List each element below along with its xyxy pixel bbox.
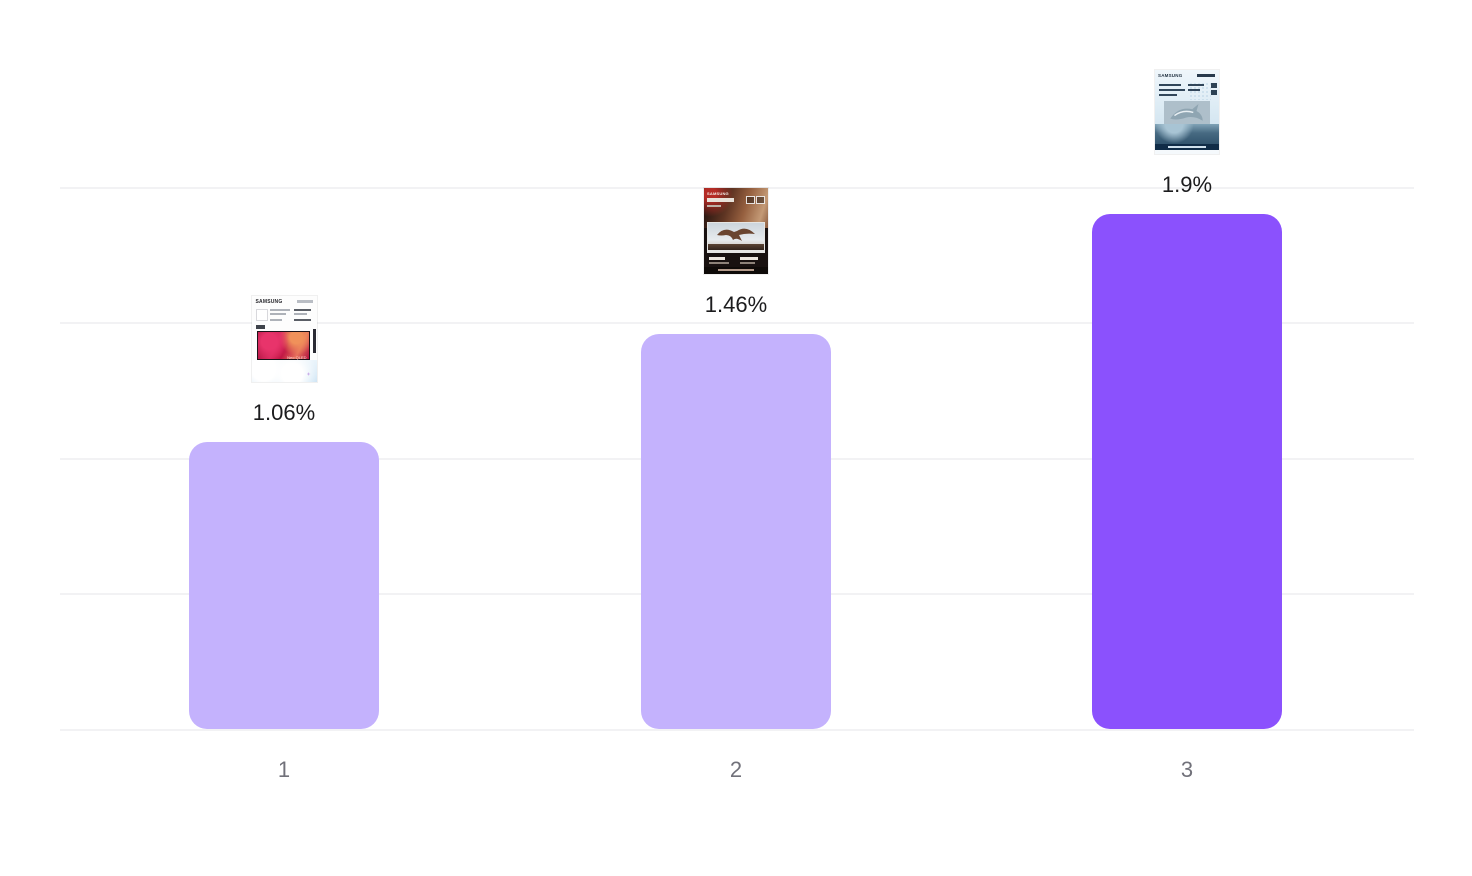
value-label-3: 1.9%: [1161, 172, 1213, 197]
thumb2-footer-banner: [704, 267, 768, 274]
tv-image: [707, 222, 765, 253]
sparkle-icon: [306, 372, 311, 376]
whale-icon: [1170, 104, 1203, 121]
thumb1-header-text: [296, 300, 313, 303]
samsung-logo: SAMSUNG: [255, 299, 283, 305]
thumb3-footer-banner: [1155, 144, 1219, 150]
bar-1[interactable]: [189, 442, 379, 729]
bar-3[interactable]: [1092, 214, 1282, 729]
tv-image: Neo QLED: [256, 331, 310, 362]
bar-group-1: SAMSUNG Neo QLED 1.06%: [189, 296, 379, 729]
creative-thumbnail-1[interactable]: SAMSUNG Neo QLED: [251, 296, 317, 382]
bar-2[interactable]: [641, 334, 831, 729]
thumb2-title-text: [707, 198, 734, 202]
cloud-decor: [251, 360, 317, 382]
bar-group-2: SAMSUNG 1.46%: [641, 188, 831, 729]
neo-qled-badge: Neo QLED: [287, 355, 307, 360]
x-tick-label-1: 1: [277, 757, 291, 782]
value-label-2: 1.46%: [704, 292, 768, 317]
x-tick-label-2: 2: [729, 757, 743, 782]
thumb3-chip: [1211, 90, 1217, 95]
thumb2-size-chip: [756, 196, 765, 204]
eagle-hero-background: [704, 188, 768, 228]
samsung-logo: SAMSUNG: [1158, 73, 1183, 78]
gridline-baseline: [60, 729, 1414, 731]
tv-image: [1164, 101, 1210, 128]
value-label-1: 1.06%: [252, 400, 316, 425]
halftone-dots-decor: [1189, 82, 1211, 100]
bar-group-3: SAMSUNG 1.9%: [1092, 70, 1282, 729]
side-ribbon: [312, 329, 316, 353]
thumb2-size-chip: [746, 196, 755, 204]
samsung-logo: SAMSUNG: [707, 191, 729, 196]
iceberg-decor: [1155, 124, 1219, 144]
red-abstract-screen: [257, 332, 309, 359]
landscape-strip: [708, 244, 764, 250]
thumb2-subtitle-text: [707, 205, 721, 207]
eagle-icon: [717, 228, 755, 241]
thumb3-header-text: [1197, 74, 1215, 77]
thumb1-info-box: [255, 309, 268, 321]
gridline-1.5: [60, 322, 1414, 324]
thumb1-tag: [255, 325, 265, 329]
thumb3-chip: [1211, 83, 1217, 88]
creative-thumbnail-3[interactable]: SAMSUNG: [1155, 70, 1219, 154]
x-tick-label-3: 3: [1180, 757, 1194, 782]
creative-thumbnail-2[interactable]: SAMSUNG: [704, 188, 768, 274]
